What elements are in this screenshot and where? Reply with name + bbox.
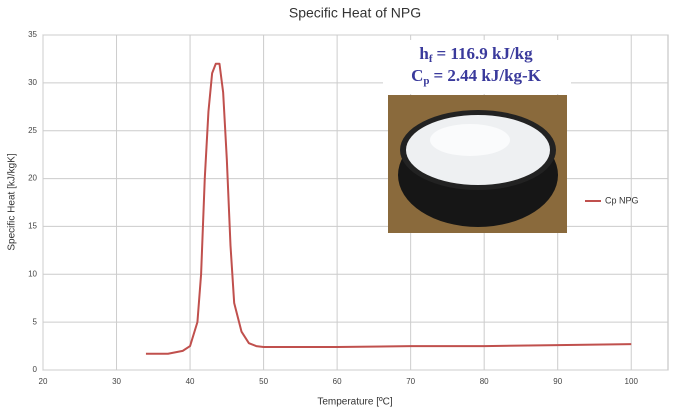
- photo: [388, 95, 567, 233]
- annotation-text: = 116.9 kJ/kg: [437, 44, 534, 63]
- x-tick-label: 30: [112, 377, 121, 386]
- y-axis-label: Specific Heat [kJ/kgK]: [7, 153, 18, 250]
- annotation-box: [383, 40, 571, 94]
- annotation-subscript: p: [423, 75, 429, 87]
- annotation-subscript: f: [429, 53, 433, 65]
- y-tick-label: 30: [28, 78, 37, 87]
- npg-highlight: [430, 124, 510, 156]
- annotation: hf = 116.9 kJ/kg: [419, 44, 533, 65]
- y-tick-label: 35: [28, 30, 37, 39]
- y-tick-label: 20: [28, 174, 37, 183]
- y-tick-label: 5: [33, 317, 38, 326]
- x-axis-label: Temperature [ºC]: [317, 397, 393, 408]
- x-tick-label: 50: [259, 377, 268, 386]
- annotation: Cp = 2.44 kJ/kg-K: [411, 66, 542, 87]
- x-tick-label: 20: [39, 377, 48, 386]
- x-tick-label: 70: [406, 377, 415, 386]
- x-tick-label: 90: [553, 377, 562, 386]
- x-tick-label: 60: [333, 377, 342, 386]
- x-tick-label: 100: [625, 377, 639, 386]
- y-tick-label: 10: [28, 269, 37, 278]
- annotation-text: = 2.44 kJ/kg-K: [433, 66, 541, 85]
- data-line: [145, 62, 632, 355]
- annotation-symbol: C: [411, 66, 423, 85]
- x-tick-label: 40: [186, 377, 195, 386]
- legend-label: Cp NPG: [605, 195, 639, 205]
- y-tick-label: 15: [28, 222, 37, 231]
- y-tick-label: 0: [33, 365, 38, 374]
- chart-title: Specific Heat of NPG: [289, 5, 421, 21]
- annotation-symbol: h: [419, 44, 429, 63]
- y-tick-label: 25: [28, 126, 37, 135]
- x-tick-label: 80: [480, 377, 489, 386]
